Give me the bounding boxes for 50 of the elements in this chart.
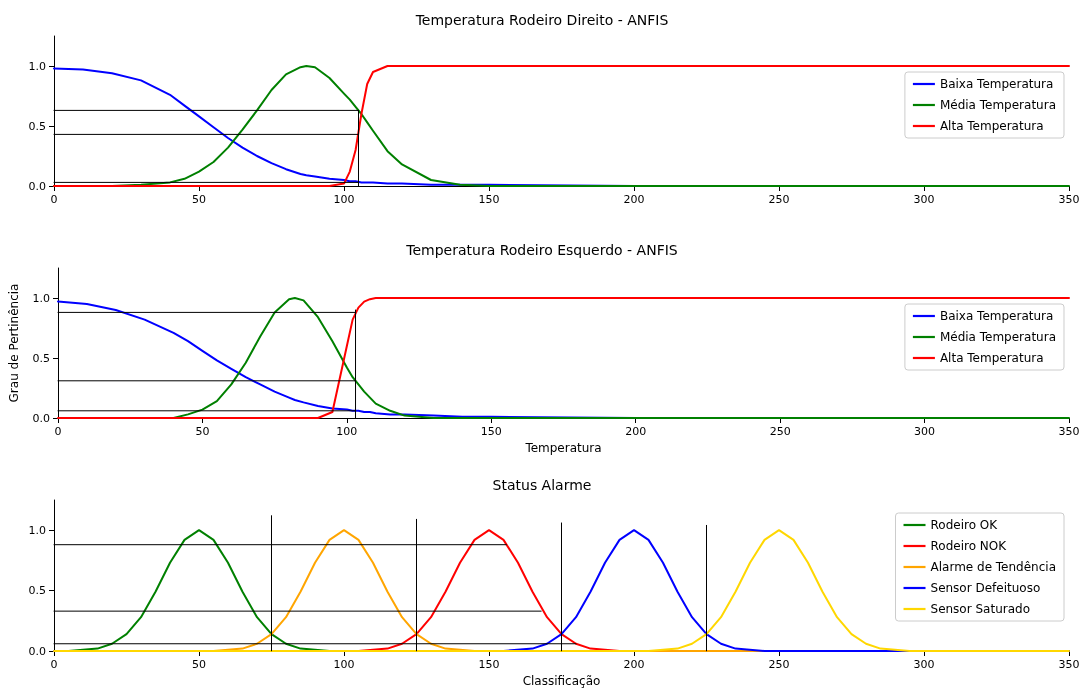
x-tick-label: 150 (478, 193, 500, 206)
y-tick-label: 0.0 (28, 179, 46, 193)
y-tick-label: 0.5 (28, 584, 46, 598)
legend-label: Rodeiro OK (930, 518, 999, 532)
y-tick-label: 1.0 (28, 59, 46, 73)
legend-label: Baixa Temperatura (939, 77, 1054, 91)
legend-label: Média Temperatura (939, 330, 1057, 344)
x-tick-label: 200 (623, 658, 645, 671)
x-axis-title: Classificação (522, 674, 601, 688)
x-tick-label: 100 (333, 193, 355, 206)
y-tick-label: 1.0 (28, 523, 46, 537)
x-tick-label: 250 (769, 425, 791, 438)
chart-title: Status Alarme (492, 477, 592, 493)
y-tick-label: 1.0 (32, 291, 50, 305)
legend-label: Sensor Defeituoso (930, 581, 1041, 595)
legend-label: Alarme de Tendência (930, 560, 1057, 574)
x-tick-label: 100 (336, 425, 358, 438)
chart-title: Temperatura Rodeiro Direito - ANFIS (414, 12, 669, 28)
x-tick-label: 50 (195, 425, 210, 438)
x-tick-label: 100 (333, 658, 355, 671)
legend-label: Alta Temperatura (939, 119, 1044, 133)
x-tick-label: 0 (50, 658, 58, 671)
y-tick-label: 0.5 (32, 351, 50, 365)
x-tick-label: 350 (1058, 193, 1080, 206)
legend-label: Baixa Temperatura (939, 309, 1054, 323)
y-tick-label: 0.5 (28, 119, 46, 133)
x-tick-label: 200 (623, 193, 645, 206)
y-tick-label: 0.0 (32, 411, 50, 425)
x-tick-label: 150 (480, 425, 502, 438)
x-tick-label: 300 (914, 425, 936, 438)
legend-label: Alta Temperatura (939, 351, 1044, 365)
y-axis-title: Grau de Pertinência (7, 283, 21, 403)
legend-label: Média Temperatura (939, 98, 1057, 112)
x-tick-label: 0 (50, 193, 58, 206)
x-tick-label: 300 (913, 658, 935, 671)
x-tick-label: 0 (54, 425, 62, 438)
x-tick-label: 250 (768, 658, 790, 671)
x-tick-label: 150 (478, 658, 500, 671)
x-tick-label: 50 (192, 193, 206, 206)
x-tick-label: 350 (1058, 425, 1080, 438)
x-axis-title: Temperatura (524, 441, 602, 455)
x-tick-label: 250 (768, 193, 790, 206)
x-tick-label: 350 (1058, 658, 1080, 671)
y-tick-label: 0.0 (28, 644, 46, 658)
chart-title: Temperatura Rodeiro Esquerdo - ANFIS (405, 242, 678, 258)
x-tick-label: 300 (913, 193, 935, 206)
legend-label: Sensor Saturado (930, 602, 1030, 616)
x-tick-label: 200 (625, 425, 647, 438)
legend-label: Rodeiro NOK (930, 539, 1008, 553)
x-tick-label: 50 (192, 658, 206, 671)
